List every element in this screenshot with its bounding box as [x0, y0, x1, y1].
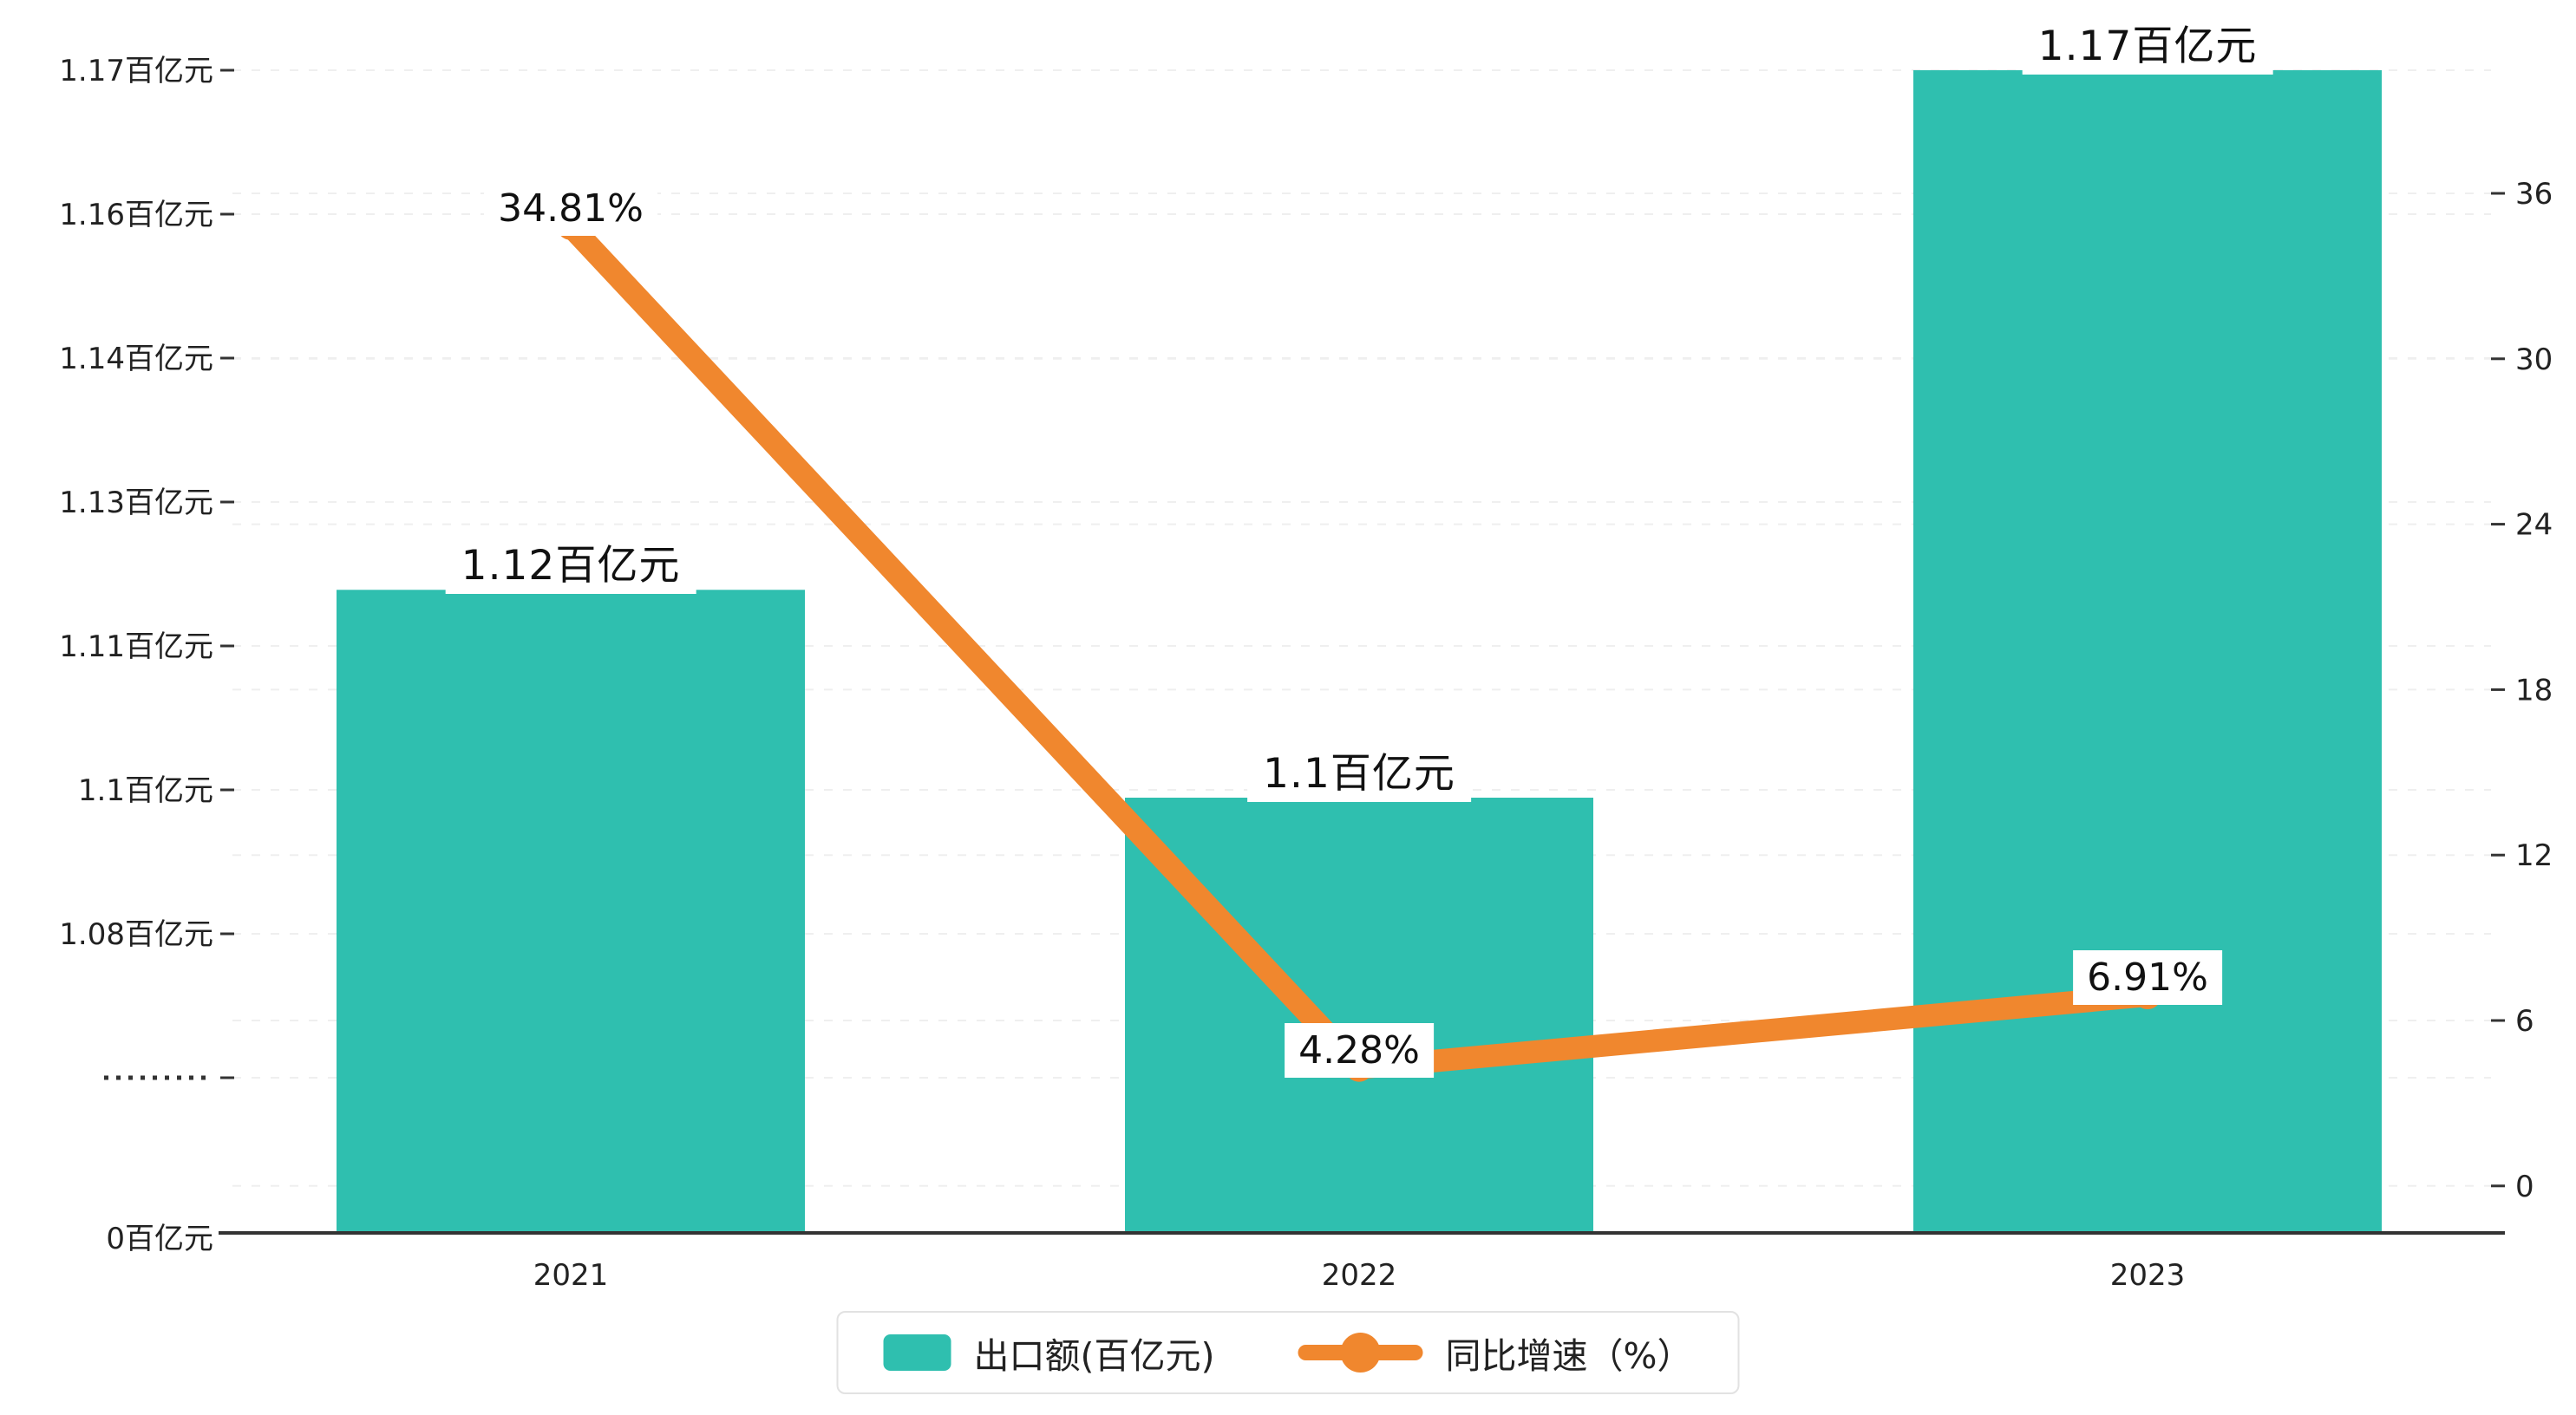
- x-axis-label: 2022: [1322, 1258, 1397, 1293]
- line-marker: [557, 212, 585, 240]
- right-axis-tick-label: 18: [2515, 673, 2553, 708]
- right-axis-tick-label: 6: [2515, 1004, 2534, 1039]
- left-axis-zero-label: 0百亿元: [106, 1222, 213, 1256]
- line-marker-icon: [1340, 1333, 1381, 1373]
- legend: 出口额(百亿元) 同比增速（%）: [836, 1311, 1740, 1394]
- right-axis-tick-label: 24: [2515, 508, 2553, 543]
- bar-series-swatch-icon: [883, 1334, 951, 1371]
- legend-item-export[interactable]: 出口额(百亿元): [883, 1327, 1215, 1379]
- line-marker: [1345, 1053, 1373, 1082]
- right-axis-tick-label: 12: [2515, 838, 2553, 873]
- right-axis-tick-label: 30: [2515, 342, 2553, 377]
- line-marker: [2134, 981, 2161, 1010]
- left-axis-tick-label: 1.08百亿元: [59, 917, 213, 952]
- bar-2021: [337, 590, 805, 1233]
- bar-2023: [1913, 70, 2382, 1233]
- left-axis-tick-label: 1.1百亿元: [78, 773, 213, 808]
- legend-label-export: 出口额(百亿元): [973, 1335, 1215, 1377]
- line-series-swatch-icon: [1298, 1333, 1423, 1373]
- left-axis-tick-label: 1.17百亿元: [59, 54, 213, 88]
- x-axis-label: 2023: [2110, 1258, 2186, 1293]
- left-axis-tick-label: 1.14百亿元: [59, 342, 213, 376]
- left-axis-tick-label: 1.16百亿元: [59, 198, 213, 232]
- left-axis-tick-label: 1.13百亿元: [59, 486, 213, 520]
- right-axis-tick-label: 36: [2515, 177, 2553, 212]
- left-axis-tick-label: 1.11百亿元: [59, 629, 213, 664]
- x-axis-label: 2021: [533, 1258, 609, 1293]
- right-axis-tick-label: 0: [2515, 1170, 2534, 1204]
- bar-2022: [1125, 798, 1593, 1233]
- legend-item-growth[interactable]: 同比增速（%）: [1298, 1327, 1693, 1379]
- legend-label-growth: 同比增速（%）: [1445, 1335, 1693, 1377]
